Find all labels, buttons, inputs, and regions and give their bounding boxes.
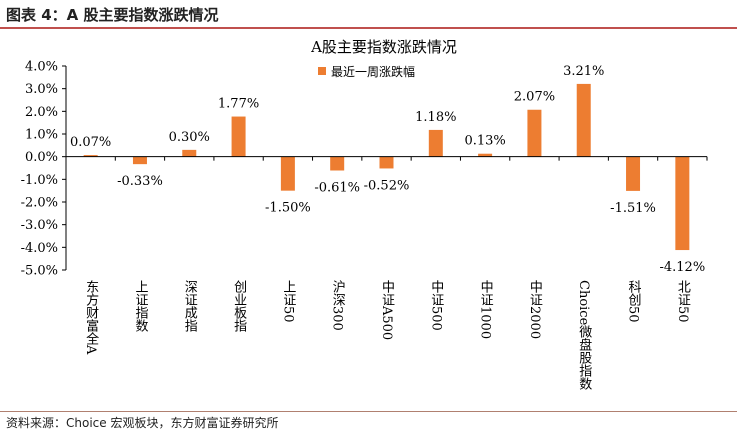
data-label: 0.07% — [70, 135, 111, 150]
y-tick-label: 4.0% — [25, 60, 58, 75]
y-tick-label: 3.0% — [25, 82, 58, 97]
bar — [675, 156, 690, 251]
category-label: 中证A500 — [379, 280, 395, 340]
category-label: 中证1000 — [478, 280, 494, 339]
bar — [428, 129, 443, 157]
bar — [132, 156, 147, 165]
bar-chart: A股主要指数涨跌情况 最近一周涨跌幅 4.0% 3.0% 2.0% 1.0% 0.0% -… — [21, 38, 708, 391]
category-label: 中证500 — [428, 280, 444, 331]
bar — [576, 83, 591, 157]
bottom-rule — [0, 411, 737, 412]
category-label: 深证成指 — [182, 280, 198, 332]
data-label: 3.21% — [563, 64, 604, 79]
y-tick-label: 2.0% — [25, 105, 58, 120]
y-axis: 4.0% 3.0% 2.0% 1.0% 0.0% -1.0% -2.0% -3.0% -4.0%… — [21, 60, 67, 279]
category-label: 中证2000 — [527, 280, 543, 339]
figure-caption: 图表 4：A 股主要指数涨跌情况 — [6, 6, 219, 24]
bars: 0.07% -0.33% 0.30% 1.77% -1.50%-0.61% -0.52% 1… — [70, 64, 705, 275]
legend-label: 最近一周涨跌幅 — [331, 64, 415, 79]
bar — [330, 156, 345, 171]
bar — [182, 149, 197, 157]
data-label: 0.13% — [464, 134, 505, 149]
y-tick-label: 0.0% — [25, 150, 58, 165]
data-label: 0.30% — [169, 130, 210, 145]
data-label: -1.51% — [610, 201, 656, 216]
bar — [379, 156, 394, 169]
category-label: 上证50 — [280, 280, 296, 323]
source-note: 资料来源：Choice 宏观板块，东方财富证券研究所 — [6, 416, 279, 430]
category-label: 北证50 — [675, 280, 691, 323]
data-label: -1.50% — [265, 201, 311, 216]
bar — [626, 156, 641, 191]
bar — [527, 109, 542, 157]
bar — [280, 156, 295, 191]
top-rule — [0, 27, 737, 29]
data-label: -0.52% — [364, 178, 410, 193]
category-label: Choice微盘股指数 — [576, 280, 592, 391]
category-label: 上证指数 — [132, 280, 148, 332]
legend: 最近一周涨跌幅 — [318, 64, 415, 79]
category-label: 沪深300 — [330, 279, 346, 330]
y-tick-label: -5.0% — [21, 264, 58, 279]
category-label: 科创50 — [626, 280, 642, 323]
y-tick-label: -2.0% — [21, 196, 58, 211]
data-label: -4.12% — [659, 260, 705, 275]
bar — [231, 116, 246, 157]
data-label: 1.77% — [218, 97, 259, 112]
data-label: -0.61% — [314, 180, 360, 195]
x-axis: 东方财富全A 上证指数 深证成指 创业板指 上证50 沪深300 中证A500 中证500 中证… — [65, 156, 708, 391]
data-label: -0.33% — [117, 174, 163, 189]
category-label: 东方财富全A — [83, 280, 99, 355]
bar — [478, 153, 493, 157]
y-tick-label: -4.0% — [21, 241, 58, 256]
data-label: 2.07% — [514, 90, 555, 105]
y-tick-label: -1.0% — [21, 173, 58, 188]
legend-swatch — [318, 67, 326, 75]
y-tick-label: -3.0% — [21, 218, 58, 233]
bar — [83, 155, 98, 157]
y-tick-label: 1.0% — [25, 128, 58, 143]
category-label: 创业板指 — [231, 280, 247, 332]
chart-title: A股主要指数涨跌情况 — [310, 38, 457, 56]
data-label: 1.18% — [415, 110, 456, 125]
